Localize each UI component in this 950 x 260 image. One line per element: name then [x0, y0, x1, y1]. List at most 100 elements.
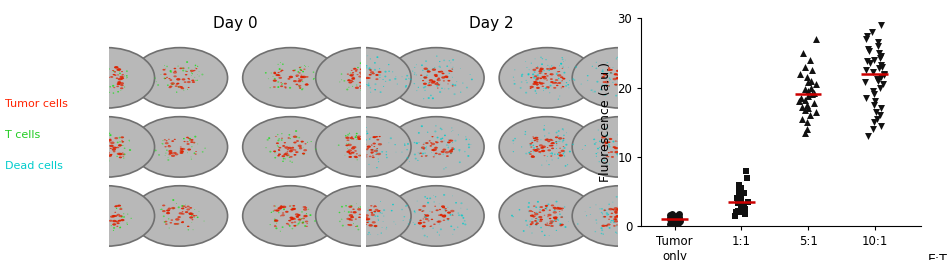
Ellipse shape — [359, 72, 363, 74]
Ellipse shape — [336, 140, 338, 141]
Ellipse shape — [441, 76, 446, 79]
Ellipse shape — [441, 88, 443, 89]
Ellipse shape — [161, 209, 162, 210]
Point — [860, 34, 875, 38]
Ellipse shape — [435, 141, 437, 142]
Ellipse shape — [628, 82, 630, 83]
Ellipse shape — [559, 211, 560, 212]
Ellipse shape — [282, 161, 284, 162]
Ellipse shape — [355, 87, 357, 88]
Ellipse shape — [354, 150, 357, 152]
Ellipse shape — [117, 68, 122, 70]
Ellipse shape — [605, 225, 607, 226]
Ellipse shape — [95, 74, 96, 75]
Ellipse shape — [372, 136, 376, 138]
Ellipse shape — [91, 68, 95, 70]
Ellipse shape — [349, 210, 351, 211]
Ellipse shape — [296, 136, 297, 138]
Ellipse shape — [383, 209, 385, 211]
Ellipse shape — [355, 226, 357, 227]
Ellipse shape — [375, 139, 378, 140]
Ellipse shape — [118, 220, 122, 222]
Ellipse shape — [625, 212, 630, 214]
Ellipse shape — [188, 138, 190, 139]
Ellipse shape — [302, 222, 304, 223]
Ellipse shape — [169, 222, 172, 224]
Ellipse shape — [434, 154, 435, 156]
Ellipse shape — [181, 213, 184, 215]
Ellipse shape — [336, 229, 337, 231]
Ellipse shape — [551, 221, 553, 223]
Ellipse shape — [104, 209, 107, 211]
Ellipse shape — [115, 215, 118, 216]
Ellipse shape — [344, 211, 345, 212]
Ellipse shape — [366, 224, 367, 225]
Ellipse shape — [359, 83, 363, 85]
Ellipse shape — [360, 140, 362, 141]
Ellipse shape — [552, 67, 557, 69]
Ellipse shape — [463, 217, 465, 219]
Ellipse shape — [428, 140, 430, 141]
Ellipse shape — [375, 78, 378, 80]
Ellipse shape — [643, 62, 644, 63]
Ellipse shape — [560, 81, 561, 82]
Ellipse shape — [558, 99, 559, 100]
Ellipse shape — [545, 207, 547, 208]
Ellipse shape — [117, 83, 121, 85]
Ellipse shape — [112, 148, 116, 151]
Ellipse shape — [348, 149, 352, 152]
Ellipse shape — [301, 211, 303, 213]
Ellipse shape — [594, 143, 596, 145]
Ellipse shape — [526, 67, 527, 68]
Ellipse shape — [556, 145, 558, 146]
Ellipse shape — [193, 229, 194, 230]
Ellipse shape — [605, 142, 607, 143]
Ellipse shape — [350, 64, 351, 66]
Ellipse shape — [550, 225, 554, 227]
Point — [672, 215, 687, 219]
Ellipse shape — [189, 213, 192, 215]
Ellipse shape — [422, 70, 424, 71]
Ellipse shape — [106, 86, 108, 87]
Ellipse shape — [558, 130, 560, 132]
Ellipse shape — [340, 142, 341, 143]
Ellipse shape — [192, 73, 193, 74]
Ellipse shape — [634, 67, 637, 68]
Ellipse shape — [366, 154, 368, 155]
Ellipse shape — [424, 76, 428, 79]
Ellipse shape — [547, 204, 549, 205]
Ellipse shape — [556, 148, 557, 149]
Ellipse shape — [532, 215, 536, 217]
Ellipse shape — [536, 77, 540, 79]
Ellipse shape — [531, 155, 535, 158]
Ellipse shape — [607, 69, 611, 71]
Ellipse shape — [616, 208, 619, 210]
Ellipse shape — [540, 77, 542, 79]
Ellipse shape — [280, 231, 281, 232]
Ellipse shape — [418, 222, 422, 224]
Ellipse shape — [338, 204, 341, 206]
Ellipse shape — [445, 211, 446, 212]
Ellipse shape — [562, 129, 563, 131]
Ellipse shape — [603, 210, 606, 211]
Ellipse shape — [366, 65, 368, 67]
Ellipse shape — [561, 207, 564, 209]
Ellipse shape — [354, 70, 357, 72]
Ellipse shape — [378, 143, 382, 146]
Ellipse shape — [617, 225, 618, 226]
Ellipse shape — [639, 210, 640, 211]
Text: Day 2: Day 2 — [469, 16, 514, 31]
Ellipse shape — [559, 213, 560, 215]
Ellipse shape — [349, 74, 352, 76]
Ellipse shape — [629, 158, 631, 160]
Ellipse shape — [560, 63, 562, 64]
Ellipse shape — [587, 75, 589, 76]
Ellipse shape — [555, 81, 556, 82]
Ellipse shape — [339, 221, 341, 222]
Ellipse shape — [372, 72, 376, 74]
Ellipse shape — [356, 207, 358, 208]
Ellipse shape — [168, 139, 170, 140]
Ellipse shape — [431, 68, 436, 71]
Ellipse shape — [290, 218, 294, 220]
Ellipse shape — [379, 77, 380, 78]
